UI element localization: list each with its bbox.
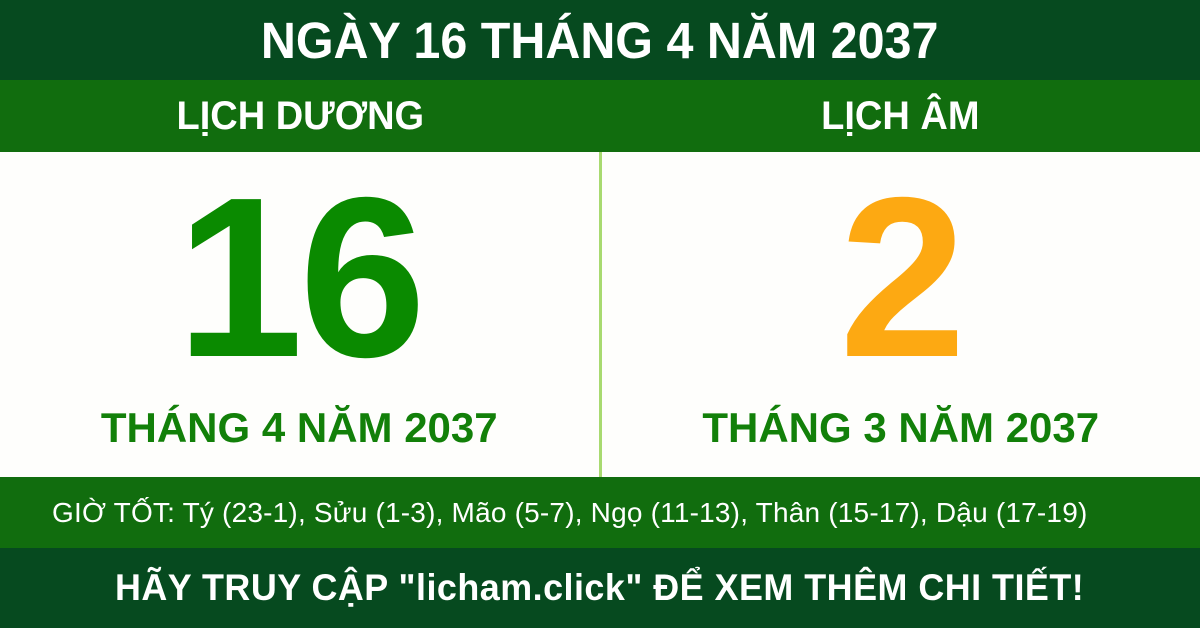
solar-panel: 16 THÁNG 4 NĂM 2037 (0, 152, 599, 477)
good-hours-text: GIỜ TỐT: Tý (23-1), Sửu (1-3), Mão (5-7)… (52, 496, 1088, 528)
solar-calendar-label: LỊCH DƯƠNG (176, 93, 424, 138)
lunar-calendar-label-cell: LỊCH ÂM (600, 80, 1200, 152)
footer-cta-text: HÃY TRUY CẬP "licham.click" ĐỂ XEM THÊM … (115, 567, 1085, 608)
solar-calendar-label-cell: LỊCH DƯƠNG (0, 80, 600, 152)
good-hours-bar: GIỜ TỐT: Tý (23-1), Sửu (1-3), Mão (5-7)… (0, 477, 1200, 548)
calendar-panels: 16 THÁNG 4 NĂM 2037 2 THÁNG 3 NĂM 2037 (0, 152, 1200, 477)
header-bar: NGÀY 16 THÁNG 4 NĂM 2037 (0, 0, 1200, 80)
solar-day-number: 16 (176, 151, 426, 405)
lunar-calendar-label: LỊCH ÂM (820, 93, 980, 138)
lunar-panel: 2 THÁNG 3 NĂM 2037 (602, 152, 1200, 477)
solar-month-year: THÁNG 4 NĂM 2037 (100, 404, 498, 451)
vertical-divider (598, 152, 602, 477)
footer-bar: HÃY TRUY CẬP "licham.click" ĐỂ XEM THÊM … (0, 548, 1200, 628)
calendar-type-labels: LỊCH DƯƠNG LỊCH ÂM (0, 80, 1200, 152)
page-title: NGÀY 16 THÁNG 4 NĂM 2037 (261, 11, 939, 69)
lunar-month-year: THÁNG 3 NĂM 2037 (702, 404, 1100, 451)
lunar-day-number: 2 (839, 151, 966, 405)
